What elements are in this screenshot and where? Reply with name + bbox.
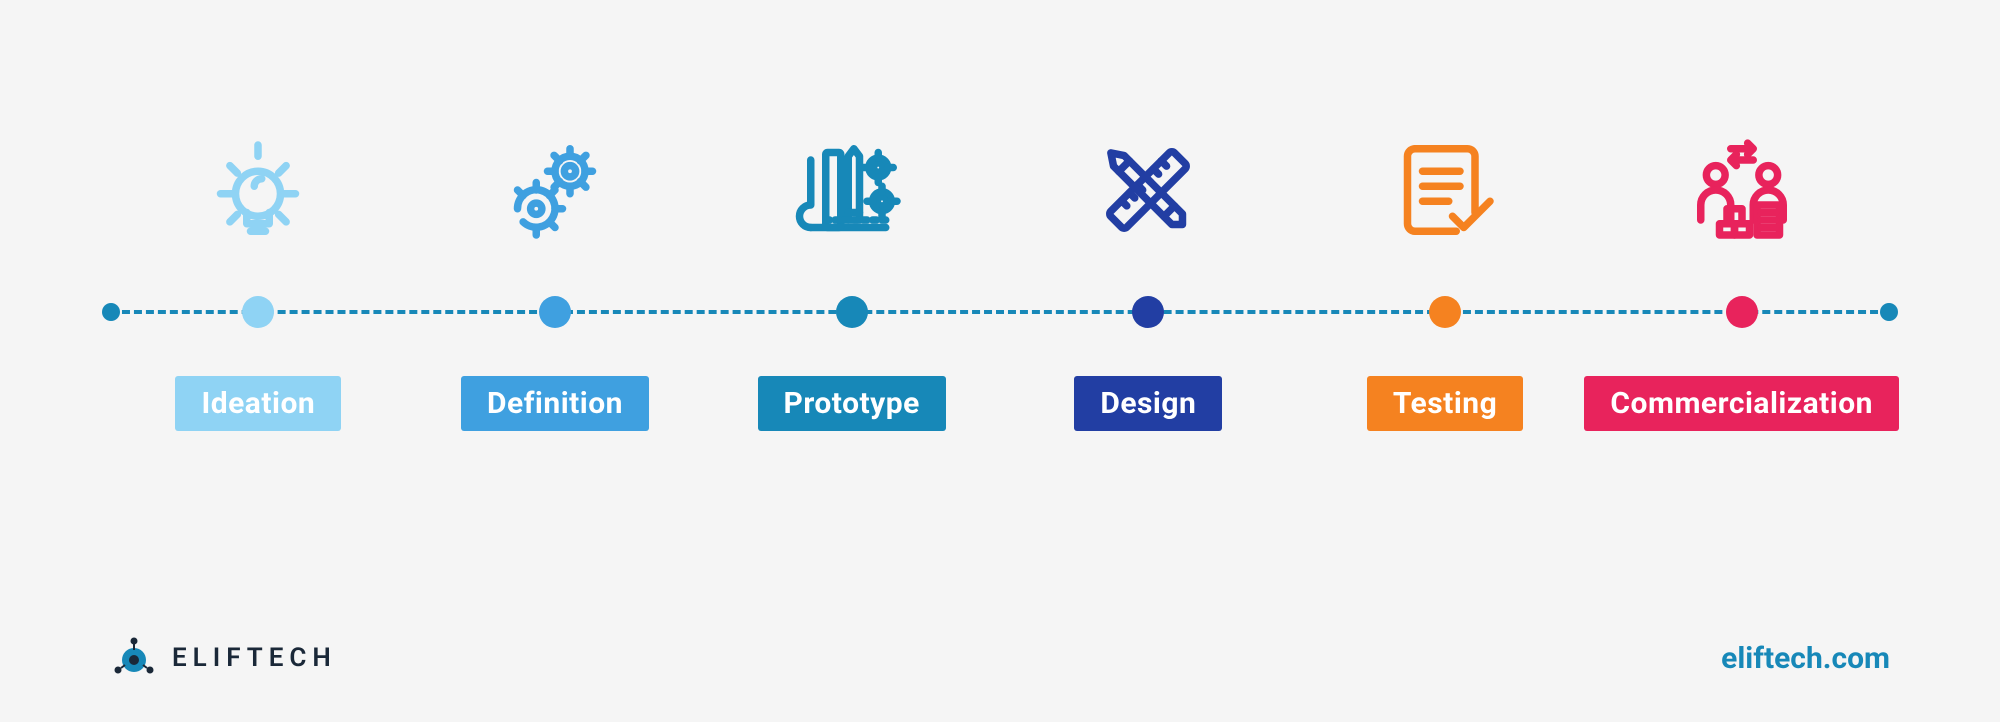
stage-dot xyxy=(539,296,571,328)
stage-label: Commercialization xyxy=(1584,376,1899,431)
stage-label: Ideation xyxy=(175,376,341,431)
stage-dot xyxy=(1429,296,1461,328)
stage-dot xyxy=(242,296,274,328)
brand-logo: ELIFTECH xyxy=(110,634,337,682)
handoff-icon xyxy=(1672,120,1812,260)
infographic-canvas: Ideation xyxy=(0,0,2000,722)
footer: ELIFTECH eliftech.com xyxy=(110,634,1890,682)
stage-testing: Testing xyxy=(1297,0,1594,460)
brand-name: ELIFTECH xyxy=(172,643,337,673)
pencil-ruler-icon xyxy=(1078,120,1218,260)
stage-label: Design xyxy=(1074,376,1222,431)
stage-design: Design xyxy=(1000,0,1297,460)
stages-row: Ideation xyxy=(110,0,1890,460)
checklist-icon xyxy=(1375,120,1515,260)
stage-label: Prototype xyxy=(758,376,946,431)
stage-dot xyxy=(836,296,868,328)
brand-url: eliftech.com xyxy=(1721,641,1890,676)
stage-ideation: Ideation xyxy=(110,0,407,460)
stage-label: Testing xyxy=(1367,376,1523,431)
blueprint-icon xyxy=(782,120,922,260)
stage-prototype: Prototype xyxy=(703,0,1000,460)
gears-icon xyxy=(485,120,625,260)
stage-definition: Definition xyxy=(407,0,704,460)
stage-commercialization: Commercialization xyxy=(1593,0,1890,460)
stage-dot xyxy=(1132,296,1164,328)
stage-dot xyxy=(1726,296,1758,328)
brand-logo-mark-icon xyxy=(110,634,158,682)
stage-label: Definition xyxy=(461,376,649,431)
lightbulb-icon xyxy=(188,120,328,260)
